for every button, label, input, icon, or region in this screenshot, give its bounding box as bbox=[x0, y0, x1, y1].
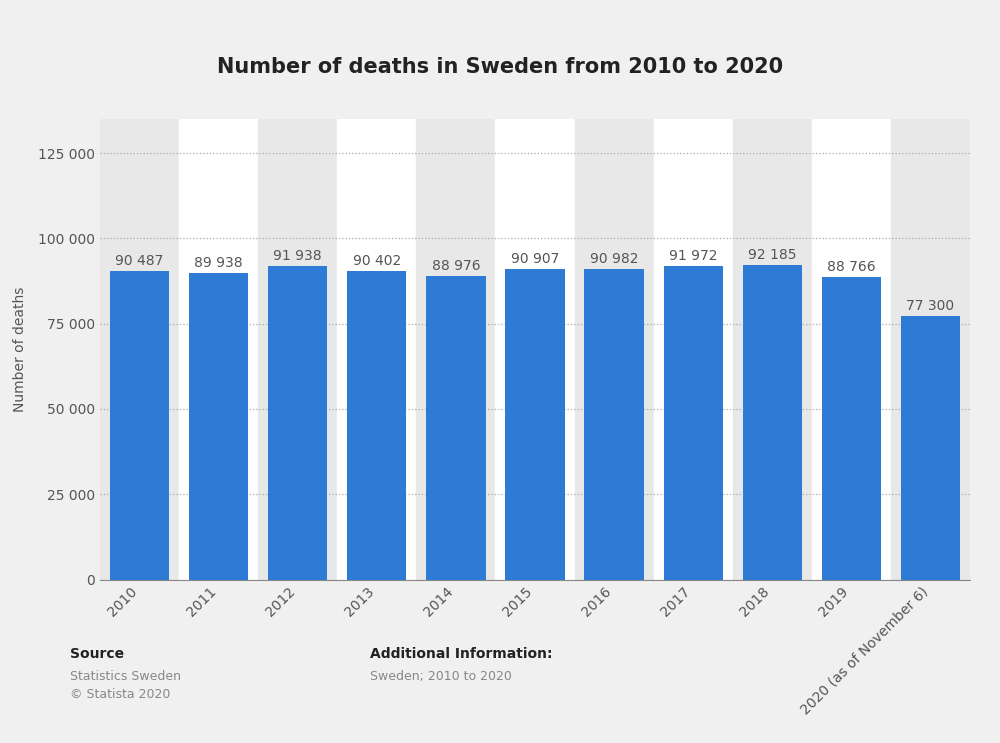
Bar bbox=[654, 119, 733, 580]
Bar bbox=[347, 271, 406, 580]
Text: 90 907: 90 907 bbox=[511, 253, 559, 266]
Bar bbox=[575, 119, 654, 580]
Bar bbox=[891, 119, 970, 580]
Text: 90 982: 90 982 bbox=[590, 252, 638, 266]
Bar bbox=[416, 119, 495, 580]
Bar bbox=[505, 270, 565, 580]
Bar bbox=[812, 119, 891, 580]
Bar bbox=[100, 119, 179, 580]
Text: Source: Source bbox=[70, 646, 124, 661]
Text: 77 300: 77 300 bbox=[906, 299, 955, 313]
Bar bbox=[337, 119, 416, 580]
Bar bbox=[901, 316, 960, 580]
Text: Statistics Sweden: Statistics Sweden bbox=[70, 670, 181, 683]
Bar bbox=[584, 269, 644, 580]
Text: Additional Information:: Additional Information: bbox=[370, 646, 552, 661]
Text: 90 487: 90 487 bbox=[115, 253, 164, 267]
Bar bbox=[664, 266, 723, 580]
Bar bbox=[495, 119, 575, 580]
Bar bbox=[189, 273, 248, 580]
Bar bbox=[733, 119, 812, 580]
Text: Number of deaths in Sweden from 2010 to 2020: Number of deaths in Sweden from 2010 to … bbox=[217, 57, 783, 77]
Text: 91 938: 91 938 bbox=[273, 249, 322, 263]
Text: 91 972: 91 972 bbox=[669, 249, 717, 262]
Bar bbox=[822, 276, 881, 580]
Text: 89 938: 89 938 bbox=[194, 256, 243, 270]
Text: Sweden; 2010 to 2020: Sweden; 2010 to 2020 bbox=[370, 670, 512, 683]
Text: 92 185: 92 185 bbox=[748, 248, 797, 262]
Bar bbox=[258, 119, 337, 580]
Text: © Statista 2020: © Statista 2020 bbox=[70, 689, 170, 701]
Text: 90 402: 90 402 bbox=[353, 254, 401, 268]
Bar bbox=[743, 265, 802, 580]
Y-axis label: Number of deaths: Number of deaths bbox=[13, 287, 27, 412]
Bar bbox=[268, 266, 327, 580]
Bar bbox=[426, 276, 486, 580]
Text: 88 976: 88 976 bbox=[432, 259, 480, 273]
Bar bbox=[179, 119, 258, 580]
Text: 88 766: 88 766 bbox=[827, 259, 876, 273]
Bar bbox=[110, 270, 169, 580]
